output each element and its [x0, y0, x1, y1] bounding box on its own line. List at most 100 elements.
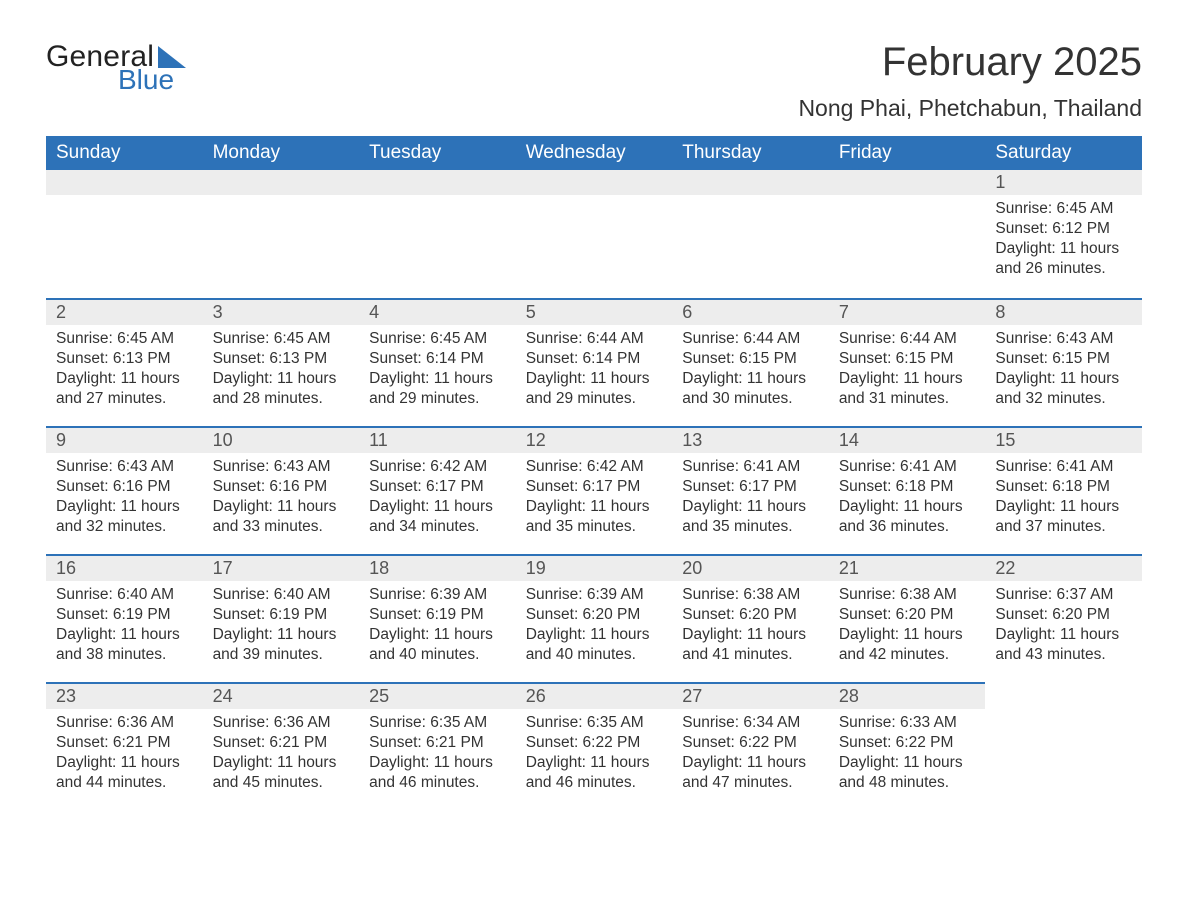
- sunset-line: Sunset: 6:19 PM: [213, 605, 350, 625]
- daylight-line: Daylight: 11 hours and 43 minutes.: [995, 625, 1132, 665]
- daylight-line: Daylight: 11 hours and 41 minutes.: [682, 625, 819, 665]
- day-body: Sunrise: 6:41 AMSunset: 6:17 PMDaylight:…: [672, 453, 829, 544]
- calendar-cell: 4Sunrise: 6:45 AMSunset: 6:14 PMDaylight…: [359, 298, 516, 426]
- day-number: 24: [203, 682, 360, 709]
- day-body: Sunrise: 6:45 AMSunset: 6:13 PMDaylight:…: [46, 325, 203, 416]
- sunset-line: Sunset: 6:14 PM: [526, 349, 663, 369]
- day-body: Sunrise: 6:43 AMSunset: 6:16 PMDaylight:…: [46, 453, 203, 544]
- sunset-line: Sunset: 6:21 PM: [56, 733, 193, 753]
- calendar-week-row: 9Sunrise: 6:43 AMSunset: 6:16 PMDaylight…: [46, 426, 1142, 554]
- sunrise-line: Sunrise: 6:35 AM: [526, 713, 663, 733]
- day-number: 8: [985, 298, 1142, 325]
- day-body: Sunrise: 6:45 AMSunset: 6:12 PMDaylight:…: [985, 195, 1142, 286]
- sunset-line: Sunset: 6:16 PM: [56, 477, 193, 497]
- day-body: Sunrise: 6:36 AMSunset: 6:21 PMDaylight:…: [203, 709, 360, 800]
- sunset-line: Sunset: 6:15 PM: [995, 349, 1132, 369]
- title-block: February 2025 Nong Phai, Phetchabun, Tha…: [798, 40, 1142, 122]
- day-number: 16: [46, 554, 203, 581]
- day-body: Sunrise: 6:38 AMSunset: 6:20 PMDaylight:…: [829, 581, 986, 672]
- calendar-cell: 22Sunrise: 6:37 AMSunset: 6:20 PMDayligh…: [985, 554, 1142, 682]
- calendar-cell: 1Sunrise: 6:45 AMSunset: 6:12 PMDaylight…: [985, 170, 1142, 298]
- calendar-cell: 26 Sunrise: 6:35 AMSunset: 6:22 PMDayligh…: [516, 682, 673, 810]
- daylight-line: Daylight: 11 hours and 35 minutes.: [526, 497, 663, 537]
- calendar-cell: 3Sunrise: 6:45 AMSunset: 6:13 PMDaylight…: [203, 298, 360, 426]
- day-body: Sunrise: 6:44 AMSunset: 6:14 PMDaylight:…: [516, 325, 673, 416]
- sunrise-line: Sunrise: 6:34 AM: [682, 713, 819, 733]
- daylight-line: Daylight: 11 hours and 40 minutes.: [369, 625, 506, 665]
- calendar-table: SundayMondayTuesdayWednesdayThursdayFrid…: [46, 136, 1142, 810]
- sunrise-line: Sunrise: 6:40 AM: [56, 585, 193, 605]
- calendar-cell: 21Sunrise: 6:38 AMSunset: 6:20 PMDayligh…: [829, 554, 986, 682]
- sunrise-line: Sunrise: 6:33 AM: [839, 713, 976, 733]
- sunrise-line: Sunrise: 6:37 AM: [995, 585, 1132, 605]
- weekday-header: Sunday: [46, 136, 203, 170]
- day-body: Sunrise: 6:35 AMSunset: 6:21 PMDaylight:…: [359, 709, 516, 800]
- calendar-cell: 15Sunrise: 6:41 AMSunset: 6:18 PMDayligh…: [985, 426, 1142, 554]
- daylight-line: Daylight: 11 hours and 45 minutes.: [213, 753, 350, 793]
- weekday-header: Wednesday: [516, 136, 673, 170]
- daylight-line: Daylight: 11 hours and 46 minutes.: [526, 753, 663, 793]
- sunset-line: Sunset: 6:12 PM: [995, 219, 1132, 239]
- calendar-cell: [985, 682, 1142, 810]
- daylight-line: Daylight: 11 hours and 28 minutes.: [213, 369, 350, 409]
- sunset-line: Sunset: 6:20 PM: [526, 605, 663, 625]
- sunset-line: Sunset: 6:13 PM: [213, 349, 350, 369]
- day-body: Sunrise: 6:41 AMSunset: 6:18 PMDaylight:…: [985, 453, 1142, 544]
- day-body: Sunrise: 6:40 AMSunset: 6:19 PMDaylight:…: [46, 581, 203, 672]
- calendar-cell: 5Sunrise: 6:44 AMSunset: 6:14 PMDaylight…: [516, 298, 673, 426]
- sunset-line: Sunset: 6:15 PM: [682, 349, 819, 369]
- sunrise-line: Sunrise: 6:39 AM: [369, 585, 506, 605]
- day-body: Sunrise: 6:39 AMSunset: 6:19 PMDaylight:…: [359, 581, 516, 672]
- day-number: 19: [516, 554, 673, 581]
- calendar-cell: 14Sunrise: 6:41 AMSunset: 6:18 PMDayligh…: [829, 426, 986, 554]
- weekday-header: Friday: [829, 136, 986, 170]
- daylight-line: Daylight: 11 hours and 32 minutes.: [995, 369, 1132, 409]
- daylight-line: Daylight: 11 hours and 36 minutes.: [839, 497, 976, 537]
- daylight-line: Daylight: 11 hours and 37 minutes.: [995, 497, 1132, 537]
- calendar-cell: [829, 170, 986, 298]
- day-number: 2: [46, 298, 203, 325]
- empty-day-bar: [672, 170, 829, 195]
- sunset-line: Sunset: 6:19 PM: [369, 605, 506, 625]
- sunset-line: Sunset: 6:22 PM: [526, 733, 663, 753]
- day-body: Sunrise: 6:38 AMSunset: 6:20 PMDaylight:…: [672, 581, 829, 672]
- location: Nong Phai, Phetchabun, Thailand: [798, 95, 1142, 122]
- sunrise-line: Sunrise: 6:36 AM: [213, 713, 350, 733]
- day-body: Sunrise: 6:36 AMSunset: 6:21 PMDaylight:…: [46, 709, 203, 800]
- sunrise-line: Sunrise: 6:44 AM: [839, 329, 976, 349]
- day-number: 5: [516, 298, 673, 325]
- daylight-line: Daylight: 11 hours and 32 minutes.: [56, 497, 193, 537]
- day-number: 7: [829, 298, 986, 325]
- day-number: 28: [829, 682, 986, 709]
- sunset-line: Sunset: 6:14 PM: [369, 349, 506, 369]
- day-number: 11: [359, 426, 516, 453]
- sunrise-line: Sunrise: 6:36 AM: [56, 713, 193, 733]
- day-number: 26: [516, 682, 673, 709]
- day-number: 13: [672, 426, 829, 453]
- day-body: Sunrise: 6:44 AMSunset: 6:15 PMDaylight:…: [672, 325, 829, 416]
- sunrise-line: Sunrise: 6:43 AM: [995, 329, 1132, 349]
- day-number: 27: [672, 682, 829, 709]
- day-number: 1: [985, 170, 1142, 195]
- calendar-header-row: SundayMondayTuesdayWednesdayThursdayFrid…: [46, 136, 1142, 170]
- day-number: 17: [203, 554, 360, 581]
- sunrise-line: Sunrise: 6:43 AM: [213, 457, 350, 477]
- day-number: 21: [829, 554, 986, 581]
- sunset-line: Sunset: 6:18 PM: [839, 477, 976, 497]
- calendar-week-row: 23Sunrise: 6:36 AMSunset: 6:21 PMDayligh…: [46, 682, 1142, 810]
- day-body: Sunrise: 6:39 AMSunset: 6:20 PMDaylight:…: [516, 581, 673, 672]
- sunset-line: Sunset: 6:15 PM: [839, 349, 976, 369]
- day-body: Sunrise: 6:45 AMSunset: 6:14 PMDaylight:…: [359, 325, 516, 416]
- weekday-header: Tuesday: [359, 136, 516, 170]
- empty-day-bar: [516, 170, 673, 195]
- day-number: 4: [359, 298, 516, 325]
- calendar-cell: [203, 170, 360, 298]
- sunset-line: Sunset: 6:20 PM: [839, 605, 976, 625]
- day-body: Sunrise: 6:37 AMSunset: 6:20 PMDaylight:…: [985, 581, 1142, 672]
- sunset-line: Sunset: 6:13 PM: [56, 349, 193, 369]
- daylight-line: Daylight: 11 hours and 31 minutes.: [839, 369, 976, 409]
- calendar-cell: 11Sunrise: 6:42 AMSunset: 6:17 PMDayligh…: [359, 426, 516, 554]
- calendar-body: 1Sunrise: 6:45 AMSunset: 6:12 PMDaylight…: [46, 170, 1142, 810]
- daylight-line: Daylight: 11 hours and 38 minutes.: [56, 625, 193, 665]
- sunset-line: Sunset: 6:17 PM: [369, 477, 506, 497]
